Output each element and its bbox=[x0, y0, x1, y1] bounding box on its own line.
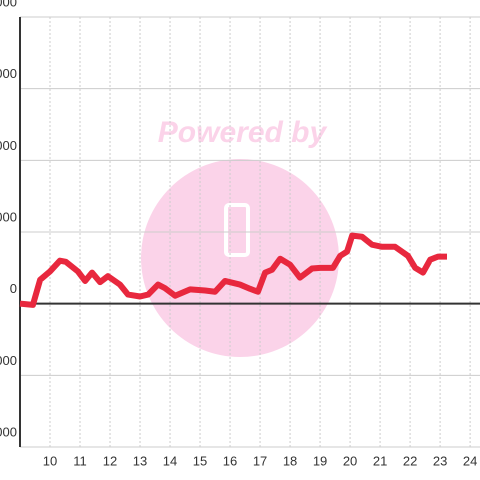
x-tick-label: 15 bbox=[193, 453, 207, 468]
x-tick-label: 16 bbox=[223, 453, 237, 468]
x-tick-label: 11 bbox=[73, 453, 87, 468]
y-tick-label: 6,000 bbox=[0, 138, 17, 153]
y-tick-label: 12,000 bbox=[0, 0, 17, 9]
y-tick-label: -3,000 bbox=[0, 353, 17, 368]
x-tick-label: 14 bbox=[163, 453, 177, 468]
y-tick-label: 3,000 bbox=[0, 209, 17, 224]
x-tick-label: 18 bbox=[283, 453, 297, 468]
x-tick-label: 13 bbox=[133, 453, 147, 468]
watermark-icon bbox=[224, 203, 250, 257]
x-tick-label: 17 bbox=[253, 453, 267, 468]
line bbox=[19, 232, 447, 308]
x-tick-label: 21 bbox=[373, 453, 387, 468]
x-tick-label: 20 bbox=[343, 453, 357, 468]
watermark-circle bbox=[141, 159, 339, 357]
x-tick-label: 24 bbox=[463, 453, 477, 468]
x-tick-label: 23 bbox=[433, 453, 447, 468]
x-tick-label: 12 bbox=[103, 453, 117, 468]
y-tick-label: 0 bbox=[10, 281, 17, 296]
x-tick-label: 22 bbox=[403, 453, 417, 468]
x-tick-label: 19 bbox=[313, 453, 327, 468]
watermark-text: Powered by bbox=[158, 116, 328, 149]
y-tick-label: -6,000 bbox=[0, 424, 17, 439]
x-tick-label: 10 bbox=[43, 453, 57, 468]
y-tick-label: 9,000 bbox=[0, 66, 17, 81]
